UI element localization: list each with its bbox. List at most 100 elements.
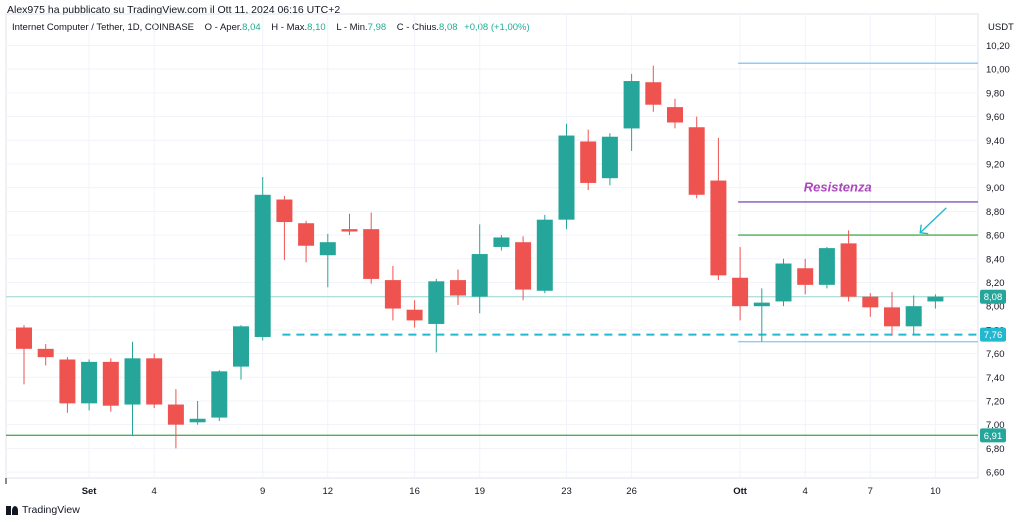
y-tick-label: 6,80 [986, 444, 1005, 455]
y-tick-label: 9,00 [986, 183, 1005, 194]
candle-up [471, 254, 488, 297]
candle-down [384, 280, 401, 309]
candle-down [710, 180, 727, 276]
y-tick-label: 10,20 [986, 41, 1010, 52]
candle-down [298, 223, 315, 246]
candle-up [189, 418, 206, 423]
candle-down [37, 348, 54, 358]
candle-up [558, 135, 575, 220]
candle-down [667, 107, 683, 123]
candle-up [124, 358, 141, 405]
resistance-annotation: Resistenza [804, 180, 872, 195]
price-label-text: 8,08 [984, 292, 1003, 303]
x-tick-label: 19 [474, 486, 485, 497]
plot-frame [5, 13, 979, 479]
x-tick-label: 7 [868, 486, 873, 497]
high-value: 8,10 [307, 22, 326, 33]
price-label-box [980, 289, 1006, 304]
arrow-head [919, 224, 929, 235]
y-tick-label: 9,80 [986, 88, 1005, 99]
candle-up [905, 306, 922, 327]
candle-down [688, 127, 705, 195]
candle-up [927, 296, 944, 302]
y-tick-label: 8,60 [986, 231, 1005, 242]
price-label-text: 7,76 [984, 330, 1003, 341]
y-tick-label: 8,80 [986, 207, 1005, 218]
y-tick-label: 9,40 [986, 136, 1005, 147]
y-tick-label: 7,20 [986, 396, 1005, 407]
candle-up [319, 242, 336, 256]
candle-up [536, 219, 553, 291]
candle-down [732, 277, 749, 307]
price-label-box [980, 428, 1006, 443]
candle-up [493, 237, 510, 247]
low-label: L - Min. [336, 22, 368, 33]
candle-down [645, 82, 662, 105]
candle-down [146, 358, 163, 405]
close-value: 8,08 [439, 22, 458, 33]
candle-down [862, 296, 879, 308]
candle-up [623, 81, 640, 129]
candle-up [753, 302, 770, 307]
candle-down [515, 242, 532, 290]
y-tick-label: 7,40 [986, 373, 1005, 384]
candle-down [16, 327, 32, 349]
x-tick-label: 10 [930, 486, 941, 497]
candle-down [341, 229, 358, 232]
x-tick-label: 4 [152, 486, 157, 497]
candle-up [233, 326, 249, 367]
candle-down [167, 404, 184, 425]
x-tick-label: Ott [733, 486, 748, 497]
y-tick-label: 9,60 [986, 112, 1005, 123]
y-tick-label: 8,40 [986, 254, 1005, 265]
candle-up [81, 361, 98, 404]
x-tick-label: 23 [561, 486, 572, 497]
low-value: 7,98 [367, 22, 387, 33]
candle-up [254, 194, 271, 337]
candle-down [59, 359, 76, 404]
price-label-box [980, 327, 1006, 342]
y-tick-label: 9,20 [986, 159, 1005, 170]
x-tick-label: Set [82, 486, 98, 497]
x-tick-label: 4 [803, 486, 808, 497]
publish-credit: Alex975 ha pubblicato su TradingView.com… [7, 4, 341, 16]
close-label: C - Chius. [396, 22, 440, 33]
candle-down [102, 361, 119, 406]
tradingview-icon [6, 505, 18, 515]
candle-up [211, 371, 228, 418]
open-value: 8,04 [242, 22, 261, 33]
candle-down [450, 280, 466, 296]
candle-down [363, 229, 380, 279]
candle-down [276, 199, 293, 223]
arrow-shaft [919, 207, 947, 234]
currency-label: USDT [988, 22, 1014, 33]
candle-up [775, 263, 792, 302]
x-tick-label: 9 [260, 486, 265, 497]
candle-down [580, 141, 597, 183]
y-tick-label: 8,20 [986, 278, 1005, 289]
high-label: H - Max. [271, 22, 308, 33]
candle-up [428, 281, 445, 324]
brand-name: TradingView [22, 504, 80, 516]
open-label: O - Aper. [204, 22, 243, 33]
y-tick-label: 7,60 [986, 349, 1005, 360]
y-tick-label: 10,00 [986, 65, 1010, 76]
x-tick-label: 16 [409, 486, 420, 497]
x-tick-label: 26 [626, 486, 637, 497]
candle-down [840, 243, 857, 297]
y-tick-label: 8,00 [986, 302, 1005, 313]
x-tick-label: 12 [323, 486, 334, 497]
candle-up [818, 248, 835, 285]
change-value: +0,08 (+1,00%) [464, 22, 530, 33]
symbol-header: Internet Computer / Tether, 1D, COINBASE… [12, 22, 530, 33]
tradingview-logo: TradingView [6, 504, 80, 516]
candle-up [601, 136, 618, 179]
price-label-text: 6,91 [984, 431, 1003, 442]
candle-down [406, 309, 423, 321]
candle-down [797, 268, 814, 285]
y-tick-label: 7,00 [986, 420, 1005, 431]
y-tick-label: 6,60 [986, 468, 1005, 479]
candle-down [884, 307, 900, 327]
